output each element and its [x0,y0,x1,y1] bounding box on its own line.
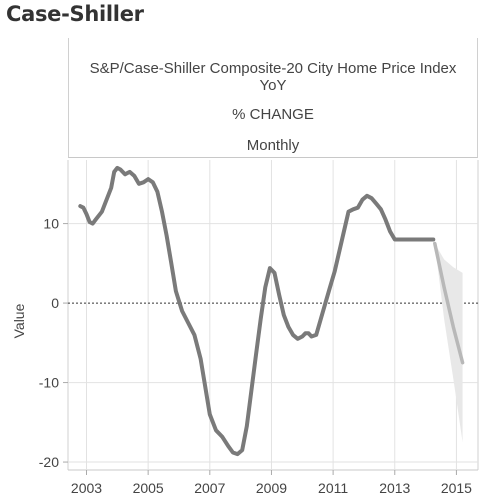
chart-title: S&P/Case-Shiller Composite-20 City Home … [89,60,457,94]
x-tick-label: 2007 [194,480,225,496]
x-tick-label: 2011 [318,480,348,496]
y-tick-label: 0 [51,295,59,311]
y-tick-label: -10 [39,375,59,391]
page-title: Case-Shiller [6,2,144,26]
x-tick-label: 2009 [256,480,287,496]
y-axis-title: Value [11,303,27,338]
x-tick-label: 2003 [71,480,102,496]
chart-subtitle: % CHANGE [232,106,314,123]
x-tick-label: 2013 [379,480,410,496]
x-tick-label: 2015 [441,480,472,496]
series-line-forecast [433,241,465,365]
chart-header: S&P/Case-Shiller Composite-20 City Home … [68,38,478,158]
series-line-actual [78,165,436,457]
y-tick-label: -20 [39,454,59,470]
forecast-band [434,243,463,443]
x-tick-label: 2005 [133,480,164,496]
frequency-label: Monthly [246,137,300,154]
y-tick-label: 10 [43,216,59,232]
